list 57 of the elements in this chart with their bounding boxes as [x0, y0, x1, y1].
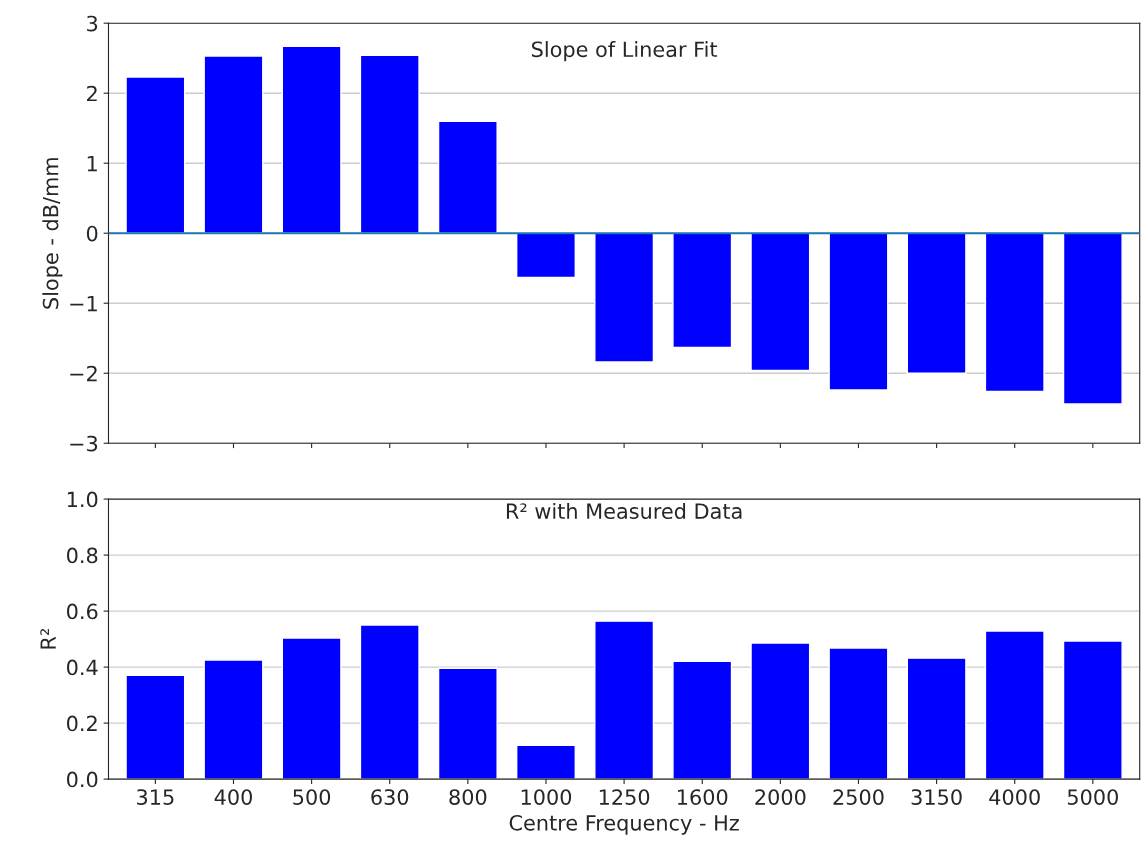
bar	[984, 630, 1045, 780]
y-tick-label: −2	[70, 365, 97, 382]
x-tick-label: 630	[371, 789, 409, 805]
x-tick-label: 800	[449, 789, 487, 805]
y-axis-title: R²	[40, 628, 56, 649]
bar	[203, 659, 264, 780]
y-tick-label: 2	[87, 85, 97, 102]
y-tick-label: 0.6	[67, 603, 98, 620]
y-tick-label: 0.2	[67, 715, 97, 732]
x-tick-label: 500	[293, 789, 331, 805]
bar	[515, 744, 576, 780]
bar	[125, 76, 186, 234]
bar	[750, 232, 811, 372]
bar	[906, 657, 967, 780]
y-tick-label: 1.0	[67, 491, 98, 508]
y-tick-label: 1	[87, 155, 97, 172]
x-tick-label: 2500	[833, 789, 884, 805]
x-tick-label: 2000	[755, 789, 806, 805]
bar	[672, 660, 733, 780]
x-tick-label: 1600	[678, 789, 728, 805]
x-tick-label: 4000	[989, 789, 1040, 805]
chart-title: R² with Measured Data	[506, 502, 742, 520]
y-tick-label: −3	[70, 435, 98, 452]
bar	[594, 232, 655, 363]
y-tick-label: 0.8	[67, 547, 98, 564]
bar	[281, 45, 342, 234]
bar	[1062, 232, 1123, 405]
bar	[828, 647, 889, 780]
bar	[437, 667, 498, 780]
bar	[203, 55, 264, 234]
bar	[672, 232, 733, 349]
y-tick-label: 3	[87, 15, 98, 32]
x-tick-label: 3150	[911, 789, 962, 805]
bar	[750, 642, 811, 780]
x-axis-title: Centre Frequency - Hz	[509, 814, 739, 835]
y-tick-label: 0.0	[67, 771, 98, 788]
bar	[1062, 640, 1123, 780]
bar	[359, 54, 420, 234]
y-tick-label: 0	[86, 225, 98, 242]
x-tick-label: 1250	[599, 789, 650, 805]
text: Slope of Linear Fit	[532, 41, 718, 62]
bar	[125, 674, 186, 780]
y-axis-title: Slope - dB/mm	[42, 158, 63, 309]
bar	[437, 120, 498, 234]
x-tick-label: 400	[214, 789, 252, 805]
bar	[281, 637, 342, 780]
x-tick-label: 5000	[1067, 789, 1118, 805]
bar	[828, 232, 889, 391]
x-tick-label: 315	[137, 789, 174, 805]
x-tick-label: 1000	[521, 789, 572, 805]
bar	[515, 232, 576, 279]
bar	[906, 232, 967, 374]
bar	[984, 232, 1045, 393]
y-tick-label: −1	[70, 295, 97, 312]
y-tick-label: 0.4	[67, 659, 98, 676]
bar	[359, 624, 420, 780]
bar	[594, 620, 655, 780]
